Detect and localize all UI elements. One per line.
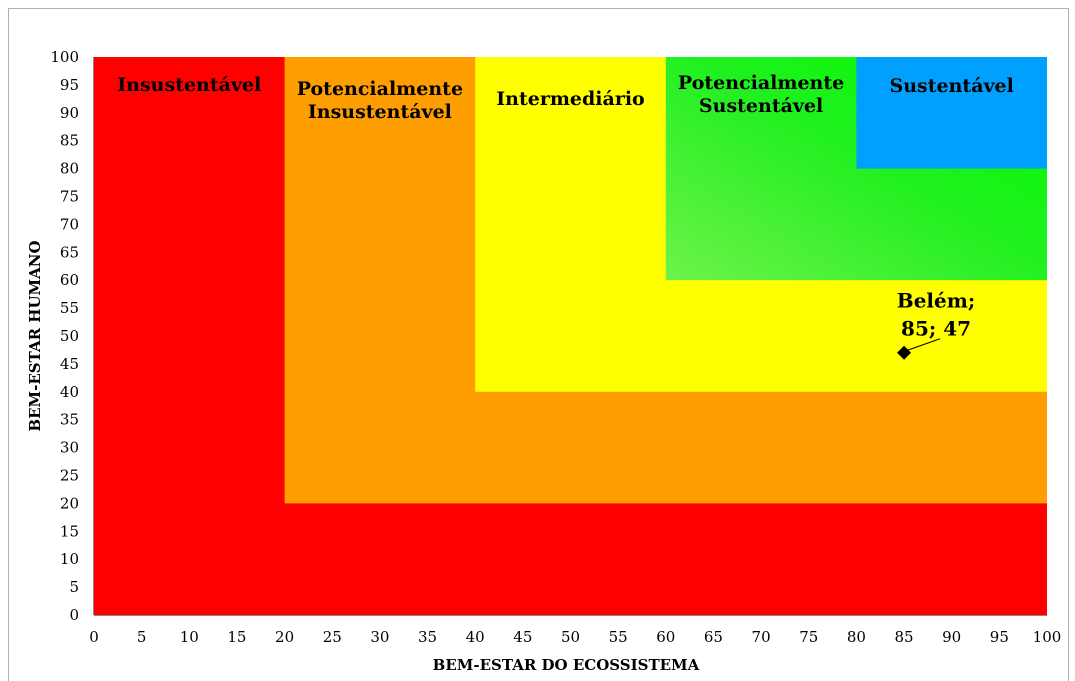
y-tick-label: 45 [60, 355, 79, 373]
x-tick-label: 95 [990, 628, 1009, 646]
y-tick-label: 70 [60, 215, 79, 233]
x-tick-label: 5 [137, 628, 147, 646]
x-tick-label: 0 [89, 628, 99, 646]
zones-layer [94, 57, 1048, 615]
axes-layer [93, 57, 1047, 616]
y-tick-label: 80 [60, 160, 79, 178]
x-tick-label: 65 [704, 628, 723, 646]
y-tick-label: 20 [60, 494, 79, 512]
x-tick-label: 20 [275, 628, 294, 646]
y-tick-labels: 0 5 10 15 20 25 30 35 40 45 50 55 60 65 70 75 80 85 90 95 10… [50, 48, 79, 624]
x-tick-label: 100 [1033, 628, 1062, 646]
zone-potencialmente-insustentavel-label: Insustentável [308, 101, 452, 123]
y-axis-title: BEM-ESTAR HUMANO [26, 240, 44, 431]
y-tick-label: 30 [60, 439, 79, 457]
x-tick-labels: 0 5 10 15 20 25 30 35 40 45 50 55 60 65 70 75 80 85 90 95 10… [89, 628, 1061, 646]
y-tick-label: 5 [69, 578, 79, 596]
chart-border [8, 8, 1069, 681]
zone-potencialmente-insustentavel-label: Potencialmente [297, 78, 463, 100]
data-point-leader [905, 338, 941, 352]
zone-sustentavel-label: Sustentável [890, 75, 1014, 97]
y-tick-label: 75 [60, 188, 79, 206]
y-tick-label: 0 [69, 606, 79, 624]
y-tick-label: 15 [60, 522, 79, 540]
y-tick-label: 35 [60, 411, 79, 429]
x-tick-label: 85 [895, 628, 914, 646]
x-tick-label: 25 [323, 628, 342, 646]
x-tick-label: 30 [370, 628, 389, 646]
zone-labels: Insustentável PotencialmenteInsustentável… [117, 72, 1014, 123]
zone-potencialmente-sustentavel-label: Potencialmente [678, 72, 844, 94]
y-tick-label: 50 [60, 327, 79, 345]
y-tick-label: 85 [60, 132, 79, 150]
x-tick-label: 15 [227, 628, 246, 646]
zone-sustentavel [856, 57, 1047, 169]
y-tick-label: 40 [60, 383, 79, 401]
y-tick-label: 90 [60, 104, 79, 122]
y-tick-label: 10 [60, 550, 79, 568]
y-tick-label: 95 [60, 76, 79, 94]
x-tick-label: 90 [942, 628, 961, 646]
zone-insustentavel-label: Insustentável [117, 74, 261, 96]
y-tick-label: 65 [60, 243, 79, 261]
data-points: Belém; 85; 47 [897, 289, 976, 360]
y-tick-label: 100 [50, 48, 79, 66]
data-point-marker [897, 345, 912, 360]
x-tick-label: 40 [466, 628, 485, 646]
x-axis-title: BEM-ESTAR DO ECOSSISTEMA [433, 656, 700, 674]
x-tick-label: 70 [752, 628, 771, 646]
zone-intermediario-label: Intermediário [496, 88, 644, 110]
y-tick-label: 25 [60, 467, 79, 485]
zone-potencialmente-sustentavel-label: Sustentável [699, 95, 823, 117]
y-tick-label: 55 [60, 299, 79, 317]
data-point-label: Belém; [897, 289, 976, 313]
x-tick-label: 10 [180, 628, 199, 646]
x-tick-label: 50 [561, 628, 580, 646]
x-tick-label: 45 [513, 628, 532, 646]
y-tick-label: 60 [60, 271, 79, 289]
x-tick-label: 35 [418, 628, 437, 646]
x-tick-label: 75 [799, 628, 818, 646]
data-point-label: 85; 47 [901, 317, 971, 341]
x-tick-label: 80 [847, 628, 866, 646]
x-tick-label: 55 [609, 628, 628, 646]
x-tick-label: 60 [656, 628, 675, 646]
